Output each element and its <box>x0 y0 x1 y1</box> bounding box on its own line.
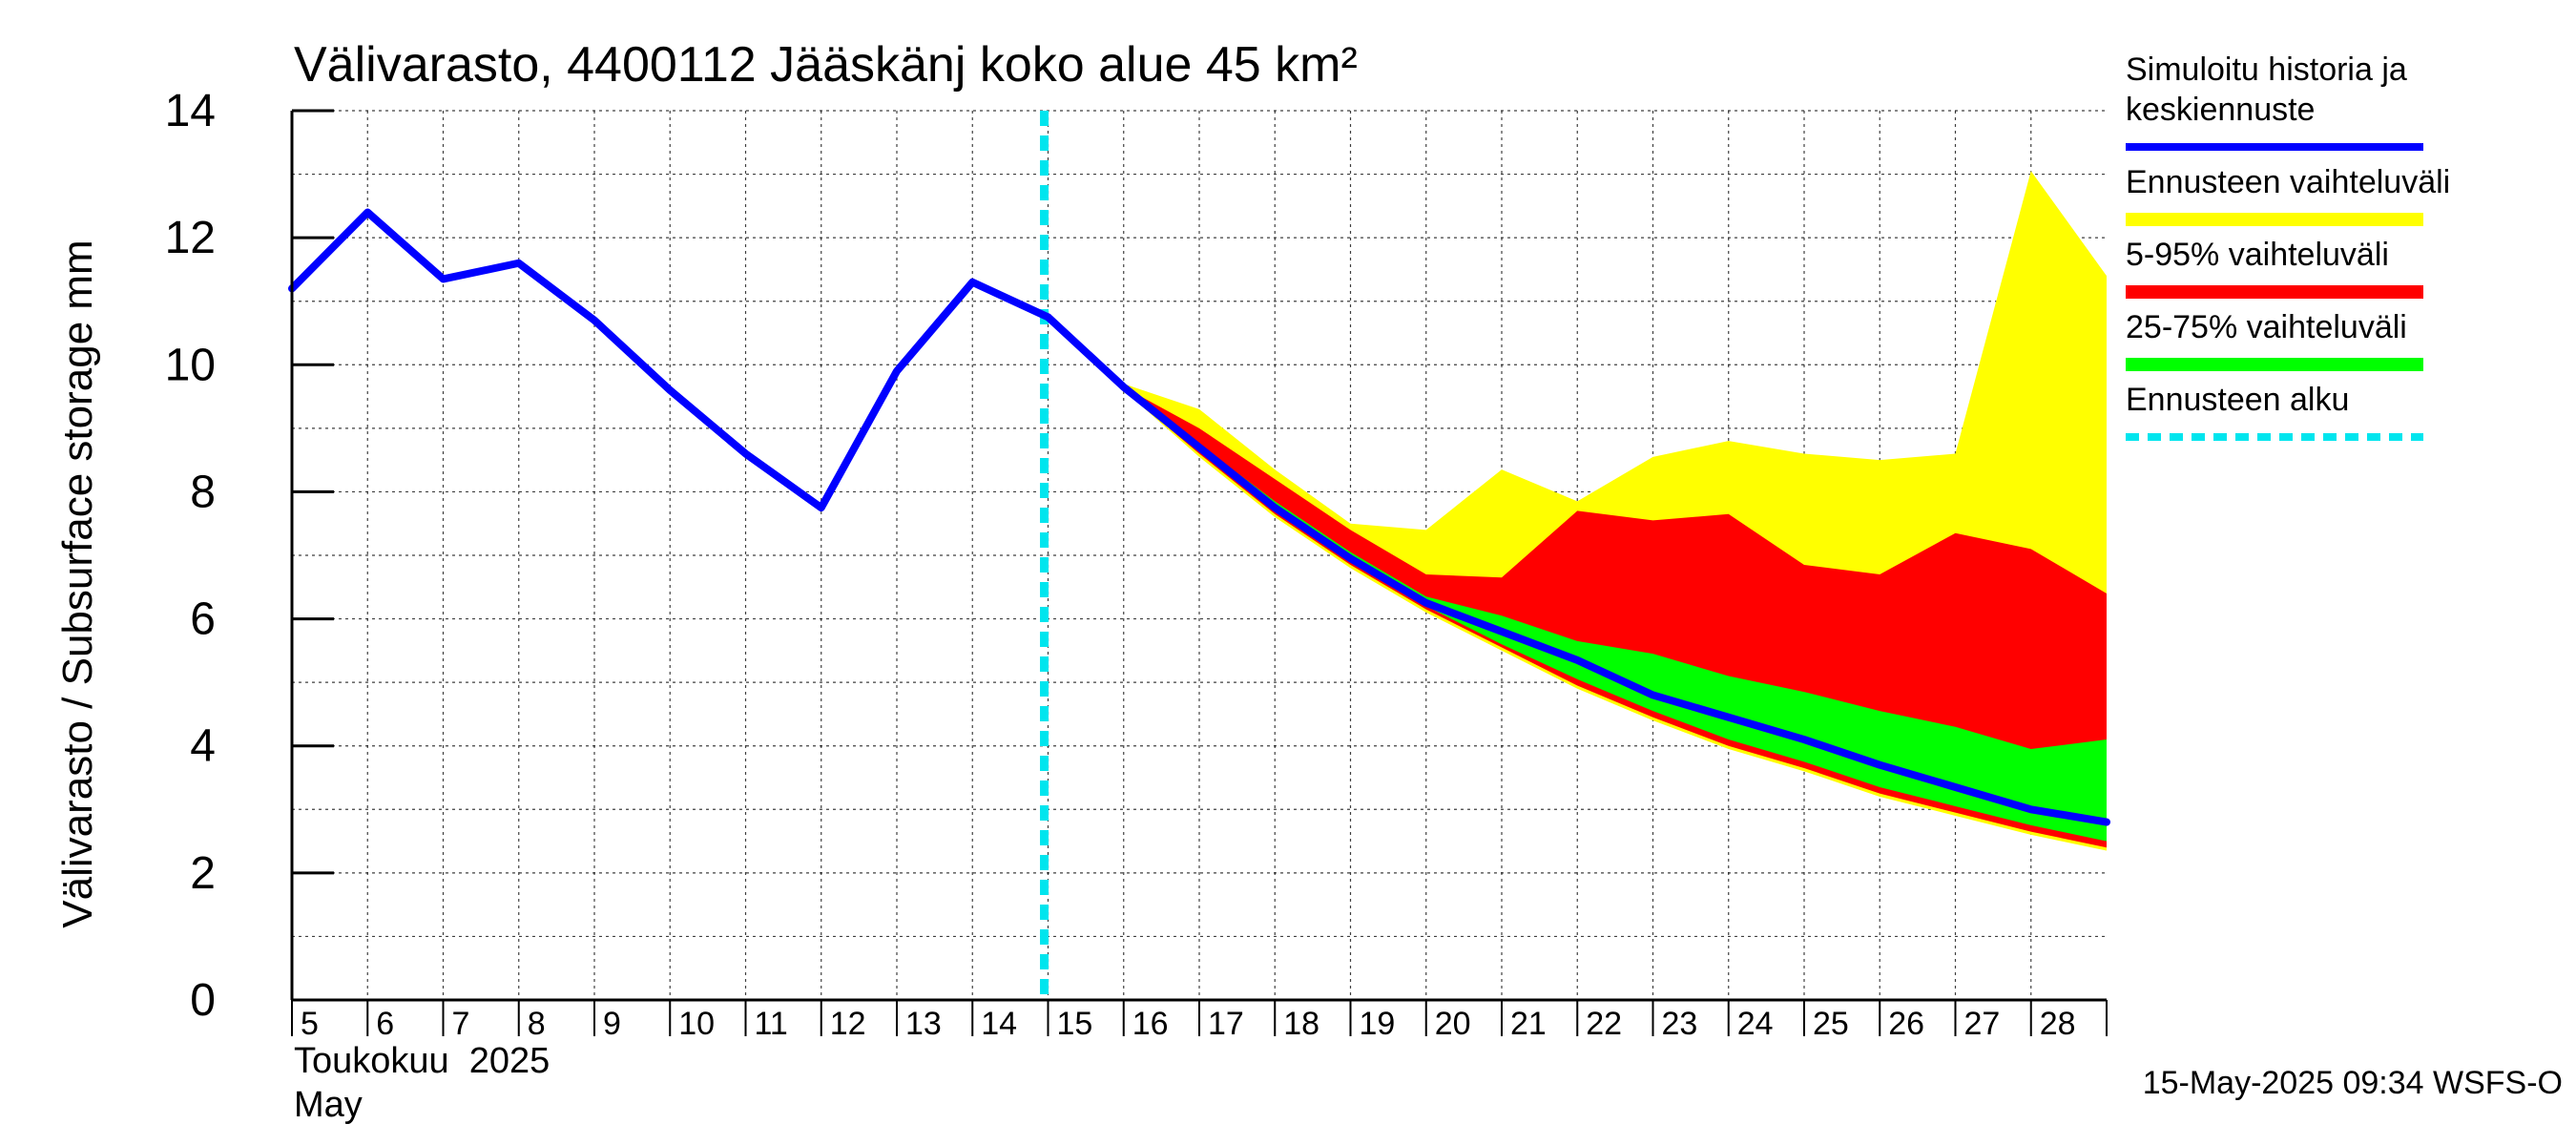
x-tick-label: 23 <box>1662 1006 1698 1042</box>
x-tick-labels: 5 6 7 8 9 10 11 12 13 14 15 16 17 18 19 20 21 22 23 24 25 26 2… <box>301 1006 2076 1042</box>
chart-title: Välivarasto, 4400112 Jääskänj koko alue … <box>294 37 1358 93</box>
timestamp: 15-May-2025 09:34 WSFS-O <box>2143 1065 2563 1101</box>
legend-swatch-band <box>2126 213 2423 226</box>
y-tick-label: 6 <box>190 594 216 645</box>
x-tick-label: 10 <box>678 1006 715 1042</box>
x-tick-label: 24 <box>1737 1006 1774 1042</box>
x-tick-label: 14 <box>981 1006 1017 1042</box>
x-tick-label: 26 <box>1888 1006 1924 1042</box>
x-tick-label: 22 <box>1586 1006 1622 1042</box>
legend-label: keskiennuste <box>2126 92 2315 128</box>
x-tick-label: 16 <box>1132 1006 1169 1042</box>
x-tick-label: 25 <box>1813 1006 1849 1042</box>
x-tick-label: 18 <box>1283 1006 1319 1042</box>
x-tick-label: 19 <box>1360 1006 1396 1042</box>
x-tick-label: 17 <box>1208 1006 1244 1042</box>
legend-label: Ennusteen vaihteluväli <box>2126 164 2450 200</box>
series-lines <box>288 208 2110 826</box>
x-tick-label: 13 <box>905 1006 942 1042</box>
y-tick-labels: 0 2 4 6 8 10 12 14 <box>165 86 216 1026</box>
y-tick-label: 2 <box>190 848 216 899</box>
x-axis-label-en: May <box>294 1085 363 1125</box>
x-tick-label: 7 <box>452 1006 470 1042</box>
x-tick-label: 15 <box>1057 1006 1093 1042</box>
forecast-bands <box>1123 171 2107 851</box>
x-axis-label-fi: Toukokuu 2025 <box>294 1041 550 1081</box>
legend-label: Simuloitu historia ja <box>2126 52 2407 88</box>
x-tick-label: 28 <box>2040 1006 2076 1042</box>
x-tick-label: 8 <box>528 1006 546 1042</box>
x-tick-label: 6 <box>376 1006 394 1042</box>
x-tick-label: 11 <box>755 1006 788 1042</box>
x-tick-label: 9 <box>603 1006 621 1042</box>
legend-label: 5-95% vaihteluväli <box>2126 237 2389 273</box>
history-line <box>288 208 1052 512</box>
median-forecast-line <box>1044 313 2110 826</box>
legend: Simuloitu historia ja keskiennuste Ennuste… <box>2126 52 2450 441</box>
grid <box>292 110 2107 1000</box>
x-tick-label: 21 <box>1510 1006 1547 1042</box>
y-tick-label: 12 <box>165 213 216 263</box>
legend-swatch-band <box>2126 285 2423 299</box>
y-tick-label: 0 <box>190 975 216 1026</box>
x-tick-label: 27 <box>1964 1006 2001 1042</box>
x-tick-label: 12 <box>830 1006 866 1042</box>
y-tick-label: 10 <box>165 340 216 390</box>
axes <box>290 109 2108 1036</box>
x-tick-label: 20 <box>1435 1006 1471 1042</box>
band-25-75-vaihteluv-li <box>1123 386 2107 842</box>
y-axis-label: Välivarasto / Subsurface storage mm <box>54 239 101 927</box>
y-tick-label: 4 <box>190 721 216 772</box>
y-tick-label: 8 <box>190 467 216 517</box>
x-tick-label: 5 <box>301 1006 319 1042</box>
legend-label: Ennusteen alku <box>2126 382 2349 418</box>
legend-label: 25-75% vaihteluväli <box>2126 309 2407 345</box>
legend-swatch-band <box>2126 358 2423 371</box>
y-tick-label: 14 <box>165 86 216 136</box>
